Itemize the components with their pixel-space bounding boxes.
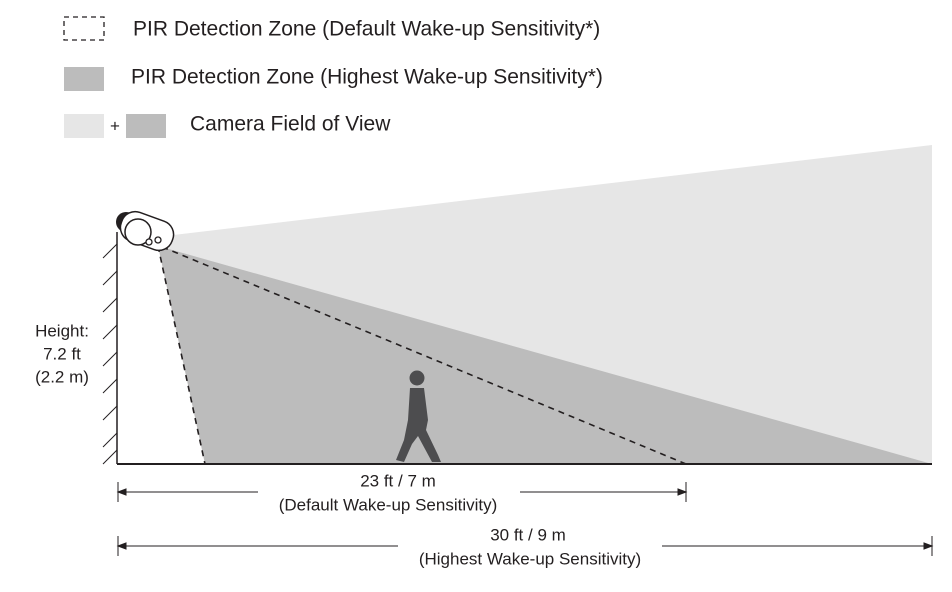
pir-highest-zone <box>158 246 932 464</box>
legend-label: PIR Detection Zone (Default Wake-up Sens… <box>133 18 600 41</box>
height-label: Height: <box>35 321 89 340</box>
height-label: (2.2 m) <box>35 367 89 386</box>
legend-label: PIR Detection Zone (Highest Wake-up Sens… <box>131 66 603 89</box>
legend-label: Camera Field of View <box>190 113 391 136</box>
dimension-distance: 23 ft / 7 m <box>360 471 436 490</box>
dimension-note: (Default Wake-up Sensitivity) <box>279 495 498 514</box>
dimension-distance: 30 ft / 9 m <box>490 525 566 544</box>
legend-plus: + <box>110 116 120 135</box>
camera <box>116 210 175 252</box>
dimension-note: (Highest Wake-up Sensitivity) <box>419 549 641 568</box>
height-label: 7.2 ft <box>43 344 81 363</box>
camera-fov <box>160 145 932 464</box>
dimension-default <box>116 482 688 502</box>
legend-swatch-dashed <box>63 16 105 41</box>
person <box>396 370 441 462</box>
wall-hatch <box>102 243 118 465</box>
legend-swatch-dark <box>64 67 104 91</box>
legend-swatch-dark <box>126 114 166 138</box>
legend-swatch-light <box>64 114 104 138</box>
dimension-highest <box>116 536 934 556</box>
